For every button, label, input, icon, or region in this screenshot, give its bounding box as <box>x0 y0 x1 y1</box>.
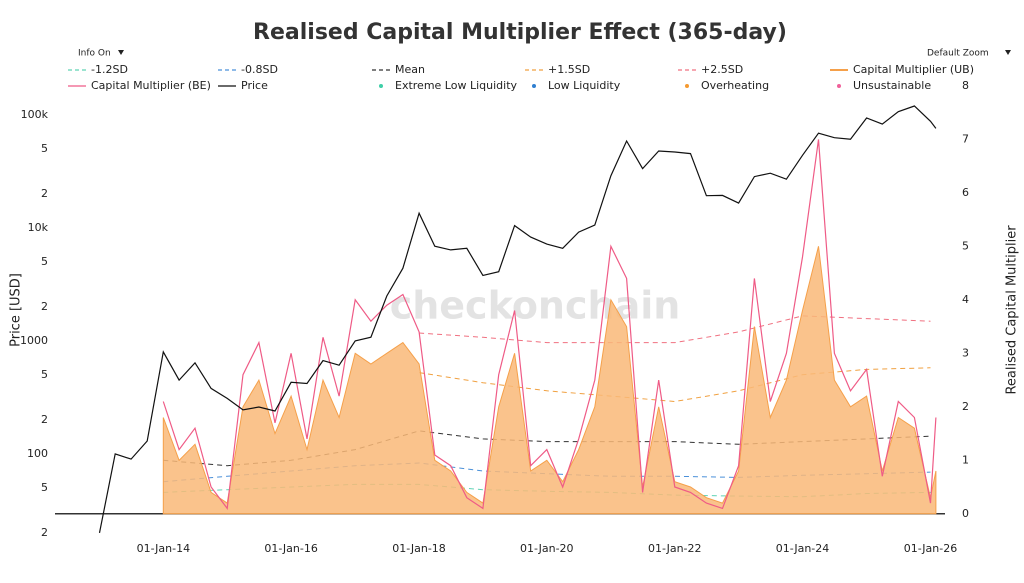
y-tick-label: 1000 <box>20 334 48 347</box>
y2-tick-label: 0 <box>962 507 969 520</box>
legend-marker <box>837 84 841 88</box>
legend-label[interactable]: +2.5SD <box>701 63 743 76</box>
y-tick-label: 5 <box>41 255 48 268</box>
legend-label[interactable]: Mean <box>395 63 425 76</box>
legend-label[interactable]: Price <box>241 79 268 92</box>
chart-title: Realised Capital Multiplier Effect (365-… <box>253 20 787 45</box>
series-line <box>162 139 937 510</box>
legend-label[interactable]: Capital Multiplier (UB) <box>853 63 974 76</box>
x-tick-label: 01-Jan-18 <box>392 542 446 555</box>
y-tick-label: 2 <box>41 413 48 426</box>
x-tick-label: 01-Jan-14 <box>137 542 191 555</box>
x-tick-label: 01-Jan-24 <box>776 542 830 555</box>
info-arrow <box>118 50 124 55</box>
legend-label[interactable]: Extreme Low Liquidity <box>395 79 518 92</box>
y-tick-label: 5 <box>41 142 48 155</box>
legend-label[interactable]: Overheating <box>701 79 769 92</box>
legend-label[interactable]: Low Liquidity <box>548 79 621 92</box>
y-tick-label: 100k <box>21 108 49 121</box>
y2-tick-label: 2 <box>962 400 969 413</box>
y-tick-label: 2 <box>41 526 48 539</box>
y2-tick-label: 4 <box>962 293 969 306</box>
y-tick-label: 100 <box>27 447 48 460</box>
y2-tick-label: 3 <box>962 346 969 359</box>
legend-label[interactable]: +1.5SD <box>548 63 590 76</box>
y2-axis-title: Realised Capital Multiplier <box>1005 225 1020 395</box>
watermark: checkonchain <box>390 284 681 328</box>
y2-tick-label: 8 <box>962 79 969 92</box>
legend-marker <box>532 84 536 88</box>
legend-marker <box>685 84 689 88</box>
y-tick-label: 10k <box>28 221 49 234</box>
area <box>162 246 937 515</box>
series-line <box>98 105 937 534</box>
y-tick-label: 5 <box>41 368 48 381</box>
legend-marker <box>379 84 383 88</box>
legend-label[interactable]: -1.2SD <box>91 63 128 76</box>
y-tick-label: 2 <box>41 300 48 313</box>
legend-label[interactable]: -0.8SD <box>241 63 278 76</box>
x-tick-label: 01-Jan-22 <box>648 542 702 555</box>
zoom-arrow <box>1005 50 1011 55</box>
info-toggle[interactable]: Info On <box>78 49 111 59</box>
y-tick-label: 5 <box>41 481 48 494</box>
y2-tick-label: 7 <box>962 132 969 145</box>
y2-tick-label: 1 <box>962 453 969 466</box>
y-tick-label: 2 <box>41 187 48 200</box>
x-tick-label: 01-Jan-16 <box>264 542 318 555</box>
x-tick-label: 01-Jan-26 <box>904 542 958 555</box>
legend-label[interactable]: Unsustainable <box>853 79 931 92</box>
y2-tick-label: 6 <box>962 186 969 199</box>
legend-label[interactable]: Capital Multiplier (BE) <box>91 79 211 92</box>
y2-tick-label: 5 <box>962 239 969 252</box>
band-line <box>419 315 931 344</box>
zoom-toggle[interactable]: Default Zoom <box>927 49 989 59</box>
x-tick-label: 01-Jan-20 <box>520 542 574 555</box>
y-axis-title: Price [USD] <box>9 273 24 347</box>
